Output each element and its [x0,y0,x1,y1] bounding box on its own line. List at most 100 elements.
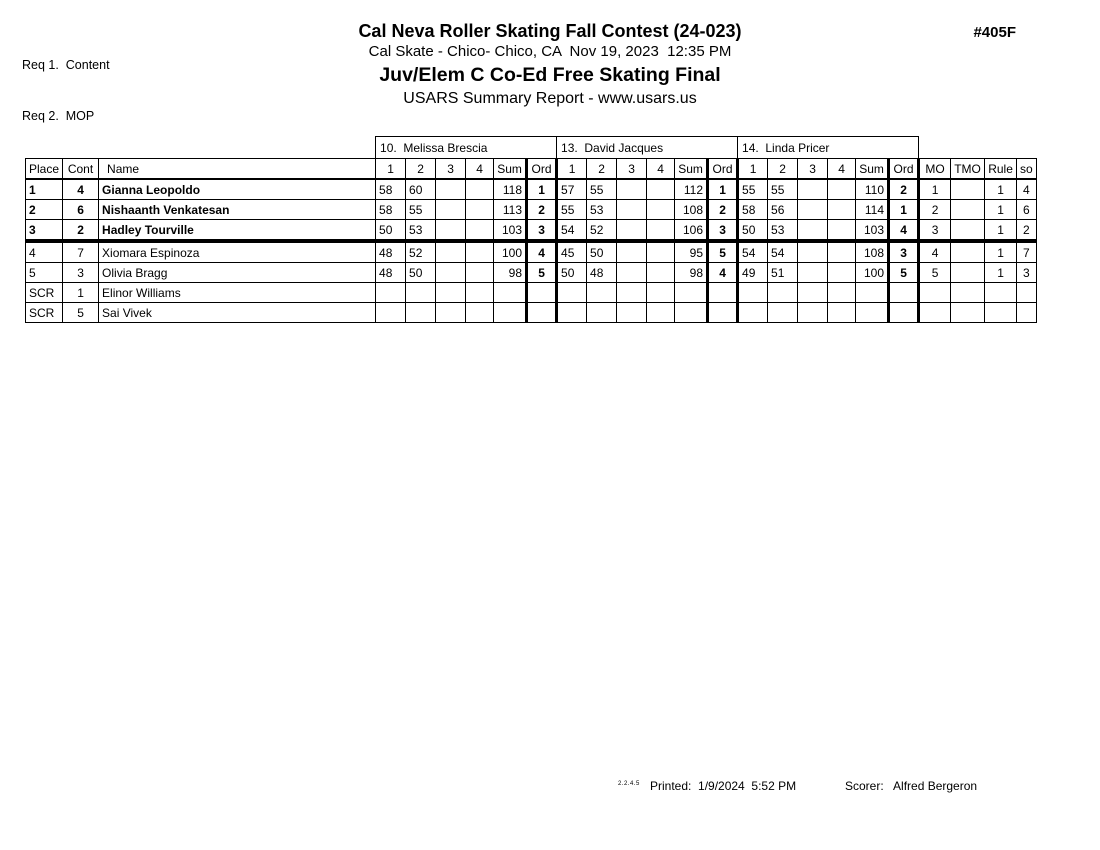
col-header-j1-sum: Sum [493,158,528,180]
j1-sum-cell: 118 [493,178,528,200]
req-line-1: Req 1. Content [22,58,110,72]
total-majority-ordinal-cell [950,178,986,200]
majority-ordinal-cell: 5 [918,262,952,283]
j3-ordinal-cell [887,282,921,303]
j2-ordinal-cell [706,302,740,323]
col-header-j2-2: 2 [586,158,618,180]
j2-score4-cell [646,239,676,263]
j3-score1-cell: 54 [737,239,769,263]
j3-sum-cell: 108 [855,239,890,263]
majority-ordinal-cell: 1 [918,178,952,200]
j1-score2-cell: 52 [405,239,437,263]
judge-row-spacer-right [919,137,1037,159]
j2-score3-cell [616,178,648,200]
j1-ordinal-cell: 1 [525,178,559,200]
col-header-rule: Rule [984,158,1018,180]
j1-score1-cell: 48 [375,262,407,283]
j1-score3-cell [435,282,467,303]
skater-name-cell: Sai Vivek [98,302,377,323]
results-table: 10. Melissa Brescia 13. David Jacques 14… [24,136,1037,323]
req-notes: Req 1. Content Req 2. MOP [22,23,110,159]
col-header-j2-sum: Sum [674,158,709,180]
j3-score4-cell [827,302,857,323]
total-majority-ordinal-cell [950,239,986,263]
j3-score1-cell [737,302,769,323]
place-cell: 3 [24,219,64,242]
judge-header-2: 13. David Jacques [556,136,739,159]
j3-score3-cell [797,178,829,200]
j2-ordinal-cell: 4 [706,262,740,283]
j2-score1-cell: 54 [556,219,588,242]
table-row: SCR 5 Sai Vivek [24,302,1037,323]
j1-score2-cell: 53 [405,219,437,242]
place-cell: 5 [24,262,64,283]
j3-score4-cell [827,219,857,242]
j1-score2-cell: 55 [405,199,437,220]
judge-header-row: 10. Melissa Brescia 13. David Jacques 14… [26,136,1037,159]
majority-ordinal-cell: 4 [918,239,952,263]
j3-score1-cell: 50 [737,219,769,242]
skating-order-cell: 3 [1016,262,1037,283]
j2-score2-cell: 50 [586,239,618,263]
j1-score2-cell [405,302,437,323]
j3-sum-cell [855,282,890,303]
rule-cell: 1 [984,219,1018,242]
j2-score4-cell [646,262,676,283]
col-header-j2-ord: Ord [706,158,740,180]
col-header-tmo: TMO [950,158,986,180]
skater-name-cell: Gianna Leopoldo [98,178,377,200]
j3-score2-cell: 56 [767,199,799,220]
j1-sum-cell: 113 [493,199,528,220]
j3-score3-cell [797,282,829,303]
j3-score3-cell [797,302,829,323]
j1-sum-cell: 100 [493,239,528,263]
j1-score4-cell [465,219,495,242]
place-cell: 1 [24,178,64,200]
col-header-j1-ord: Ord [525,158,559,180]
contestant-number-cell: 5 [62,302,100,323]
j3-ordinal-cell: 4 [887,219,921,242]
j2-score4-cell [646,219,676,242]
scorer-name: Scorer: Alfred Bergeron [845,779,978,793]
j1-sum-cell [493,282,528,303]
j1-score1-cell [375,302,407,323]
skating-order-cell: 4 [1016,178,1037,200]
rule-cell: 1 [984,199,1018,220]
j1-score1-cell: 58 [375,178,407,200]
j2-score4-cell [646,178,676,200]
j1-score4-cell [465,282,495,303]
j3-score1-cell [737,282,769,303]
event-title: Juv/Elem C Co-Ed Free Skating Final [379,64,721,86]
j1-score4-cell [465,199,495,220]
skating-order-cell: 6 [1016,199,1037,220]
j1-score2-cell: 60 [405,178,437,200]
skater-name-cell: Nishaanth Venkatesan [98,199,377,220]
j1-sum-cell: 103 [493,219,528,242]
j2-score4-cell [646,199,676,220]
col-header-j3-4: 4 [827,158,857,180]
j3-score2-cell [767,282,799,303]
j3-sum-cell: 103 [855,219,890,242]
j1-ordinal-cell: 3 [525,219,559,242]
j3-score1-cell: 49 [737,262,769,283]
j3-sum-cell [855,302,890,323]
j1-ordinal-cell: 2 [525,199,559,220]
table-row: 4 7 Xiomara Espinoza 48 52 100 4 45 50 9… [24,239,1037,263]
j2-score1-cell [556,282,588,303]
column-header-row: Place Cont Name 1 2 3 4 Sum Ord 1 2 3 4 … [24,158,1037,180]
printed-timestamp: Printed: 1/9/2024 5:52 PM [650,779,797,793]
j2-score3-cell [616,219,648,242]
place-cell: SCR [24,282,64,303]
judge-header-3: 14. Linda Pricer [737,136,920,159]
skater-name-cell: Xiomara Espinoza [98,239,377,263]
contestant-number-cell: 3 [62,262,100,283]
rule-cell: 1 [984,239,1018,263]
col-header-mo: MO [918,158,952,180]
j2-score2-cell: 48 [586,262,618,283]
j1-ordinal-cell [525,282,559,303]
skater-name-cell: Olivia Bragg [98,262,377,283]
event-number: #405F [973,24,1016,41]
j2-ordinal-cell: 3 [706,219,740,242]
col-header-name: Name [98,158,377,180]
